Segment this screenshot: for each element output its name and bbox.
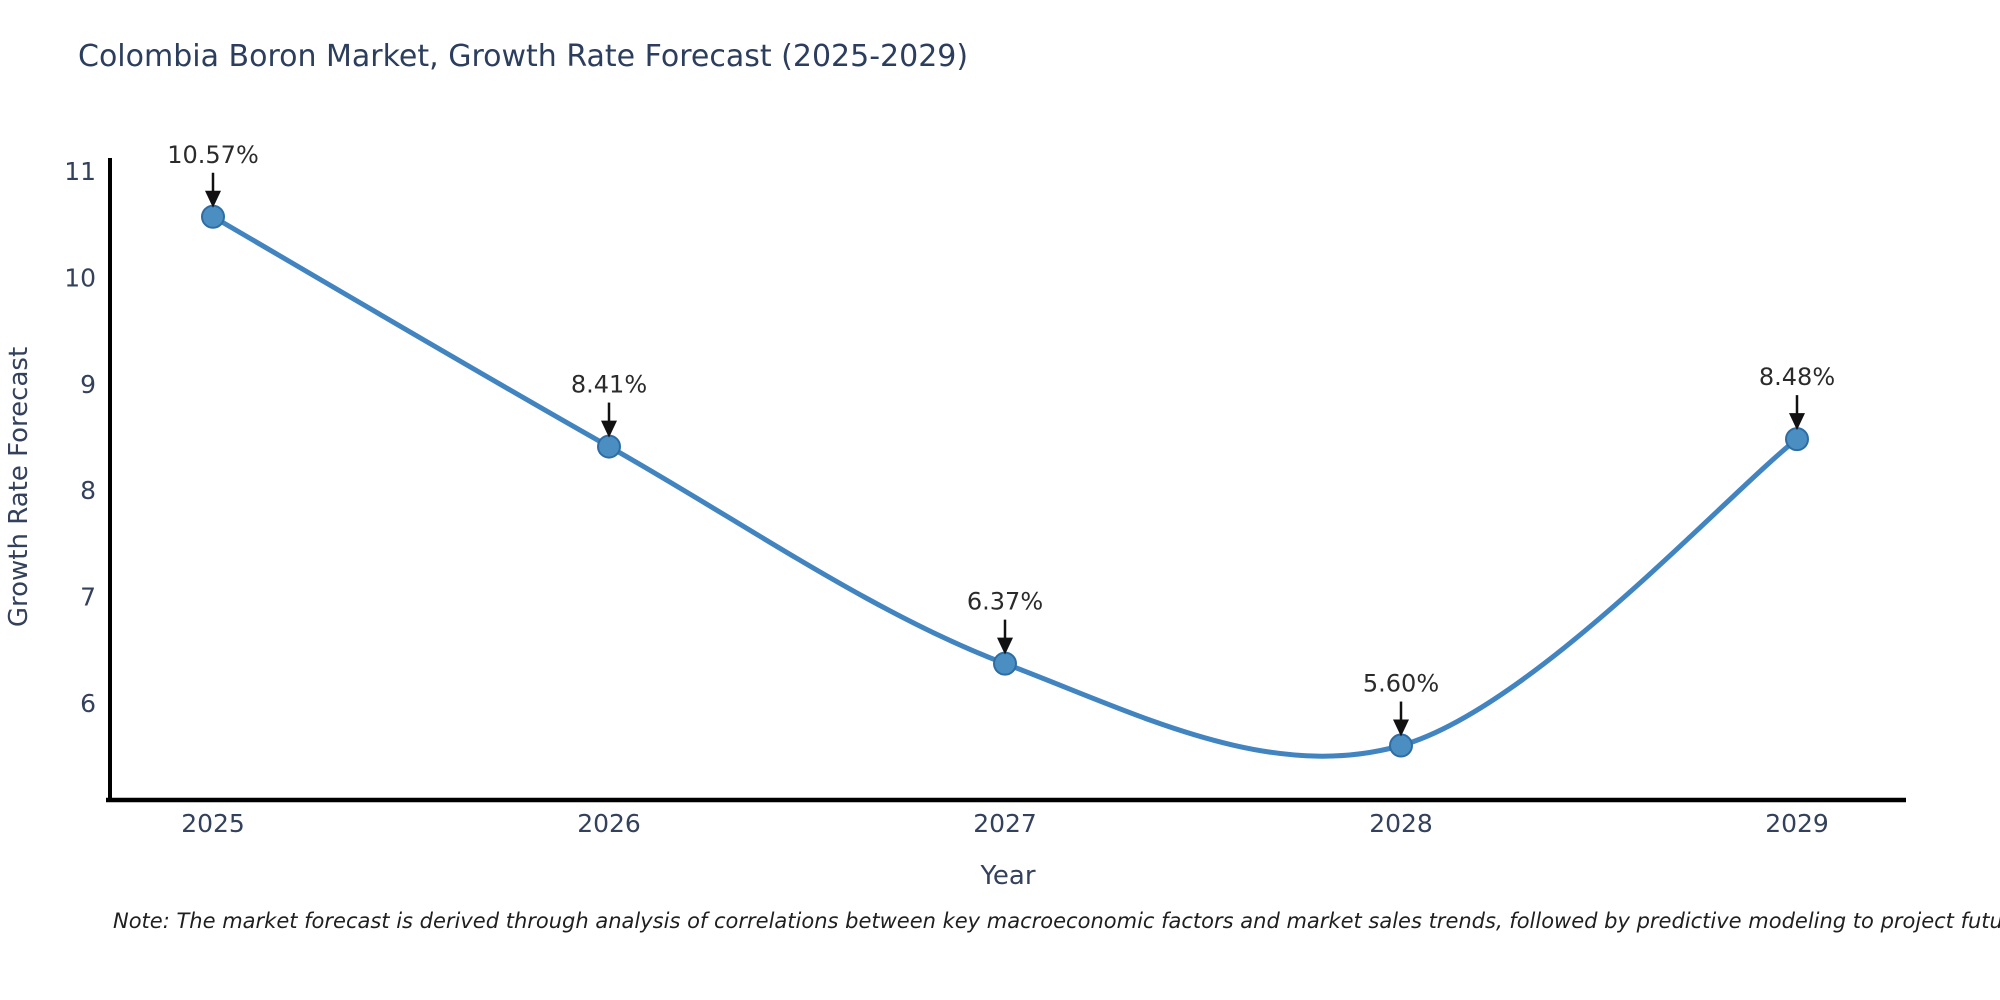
y-tick-label: 8 — [80, 476, 96, 505]
point-value-label: 6.37% — [967, 588, 1043, 616]
y-tick-label: 10 — [64, 263, 96, 292]
point-value-label: 8.48% — [1759, 363, 1835, 391]
point-annotations: 10.57% 8.41% 6.37% 5.60% 8.48% — [167, 141, 1835, 737]
x-tick-label: 2026 — [577, 809, 641, 838]
y-tick-label: 6 — [80, 689, 96, 718]
annotation-arrow-head — [205, 190, 221, 208]
y-tick-label: 7 — [80, 583, 96, 612]
x-axis-title: Year — [979, 861, 1035, 891]
data-point-marker — [1785, 427, 1809, 452]
point-value-label: 10.57% — [167, 141, 259, 169]
x-tick-labels: 2025 2026 2027 2028 2029 — [181, 809, 1829, 838]
footnote: Note: The market forecast is derived thr… — [113, 909, 2000, 933]
x-tick-label: 2028 — [1369, 809, 1433, 838]
annotation-arrow-head — [1393, 719, 1409, 737]
x-tick-label: 2029 — [1765, 809, 1829, 838]
y-tick-labels: 6 7 8 9 10 11 — [64, 157, 96, 718]
x-tick-label: 2025 — [181, 809, 245, 838]
point-value-label: 8.41% — [571, 371, 647, 399]
point-value-label: 5.60% — [1363, 670, 1439, 698]
data-point-marker — [201, 204, 225, 229]
y-tick-label: 11 — [64, 157, 96, 186]
chart-title: Colombia Boron Market, Growth Rate Forec… — [78, 39, 968, 74]
data-points — [201, 204, 1809, 758]
annotation-arrow-head — [1789, 413, 1805, 431]
data-point-marker — [597, 434, 621, 459]
data-point-marker — [993, 651, 1017, 676]
annotation-arrow-head — [601, 420, 617, 438]
annotation-arrow-head — [997, 637, 1013, 655]
y-axis-title: Growth Rate Forecast — [4, 347, 34, 627]
y-tick-label: 9 — [80, 370, 96, 399]
x-tick-label: 2027 — [973, 809, 1037, 838]
data-point-marker — [1389, 733, 1413, 758]
